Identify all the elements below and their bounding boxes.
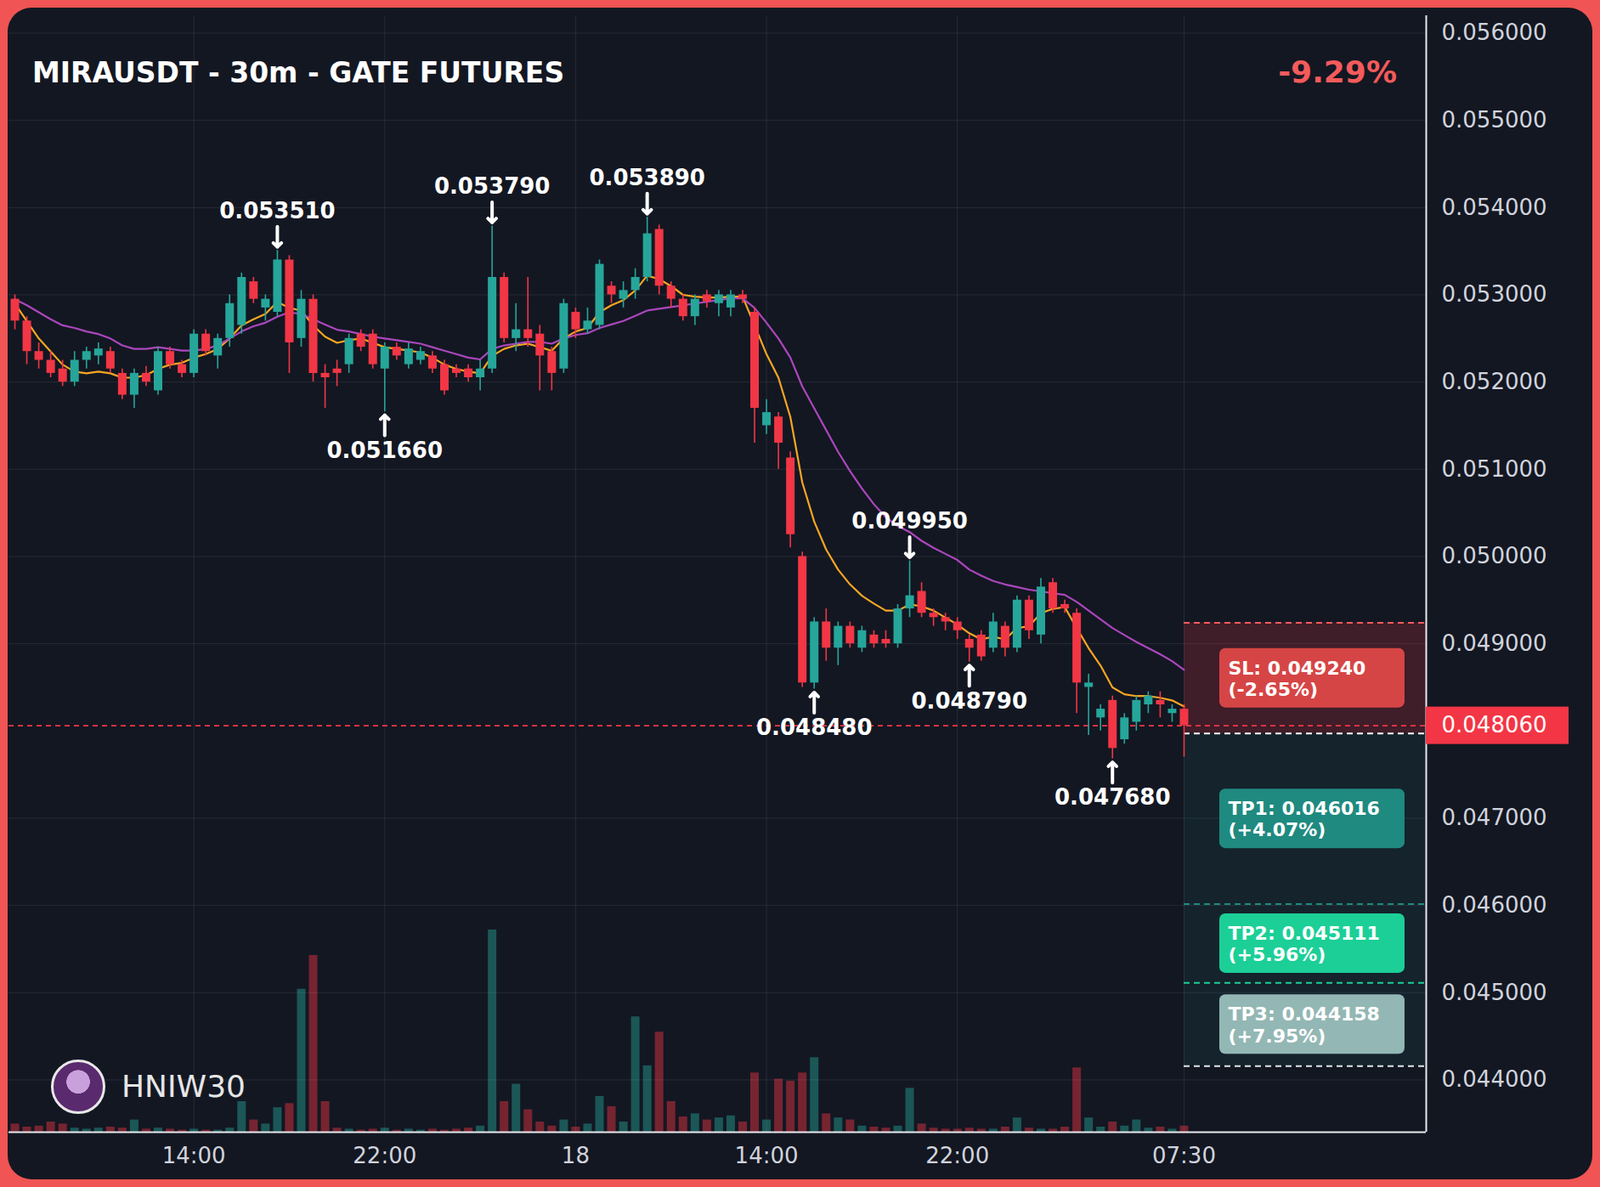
svg-text:22:00: 22:00 <box>925 1142 990 1169</box>
svg-text:0.049000: 0.049000 <box>1441 630 1548 656</box>
svg-text:0.056000: 0.056000 <box>1441 19 1548 46</box>
svg-text:22:00: 22:00 <box>352 1142 417 1169</box>
svg-text:0.051660: 0.051660 <box>327 437 444 464</box>
svg-text:0.052000: 0.052000 <box>1441 368 1548 395</box>
svg-text:0.047680: 0.047680 <box>1054 784 1171 810</box>
svg-text:14:00: 14:00 <box>162 1142 227 1169</box>
svg-text:SL: 0.049240(-2.65%): SL: 0.049240(-2.65%) <box>1227 657 1366 701</box>
svg-text:TP3: 0.044158(+7.95%): TP3: 0.044158(+7.95%) <box>1227 1003 1380 1046</box>
svg-text:TP1: 0.046016(+4.07%): TP1: 0.046016(+4.07%) <box>1227 797 1380 841</box>
html-text:-9.29%: -9.29% <box>1278 54 1397 90</box>
svg-text:0.048060: 0.048060 <box>1441 712 1548 738</box>
svg-text:0.047000: 0.047000 <box>1441 804 1548 831</box>
svg-text:0.053890: 0.053890 <box>588 164 706 191</box>
svg-text:0.049950: 0.049950 <box>851 508 968 534</box>
svg-text:14:00: 14:00 <box>734 1142 799 1169</box>
svg-text:0.053000: 0.053000 <box>1441 281 1548 307</box>
svg-text:0.045000: 0.045000 <box>1441 979 1548 1006</box>
svg-text:07:30: 07:30 <box>1152 1142 1216 1169</box>
svg-text:0.046000: 0.046000 <box>1441 892 1548 918</box>
svg-text:0.053790: 0.053790 <box>434 173 551 199</box>
svg-text:0.051000: 0.051000 <box>1441 456 1548 482</box>
svg-text:0.050000: 0.050000 <box>1441 542 1548 569</box>
svg-text:18: 18 <box>561 1142 590 1169</box>
svg-text:0.048480: 0.048480 <box>756 714 873 741</box>
svg-text:0.054000: 0.054000 <box>1441 194 1548 221</box>
svg-text:0.055000: 0.055000 <box>1441 107 1548 133</box>
html-text:MIRAUSDT - 30m - GATE FUTURES: MIRAUSDT - 30m - GATE FUTURES <box>32 56 565 90</box>
svg-text:0.044000: 0.044000 <box>1441 1066 1548 1092</box>
svg-text:0.048790: 0.048790 <box>910 688 1028 714</box>
svg-text:0.053510: 0.053510 <box>219 197 336 224</box>
html-text:HNIW30: HNIW30 <box>121 1068 246 1104</box>
svg-text:TP2: 0.045111(+5.96%): TP2: 0.045111(+5.96%) <box>1227 922 1380 966</box>
